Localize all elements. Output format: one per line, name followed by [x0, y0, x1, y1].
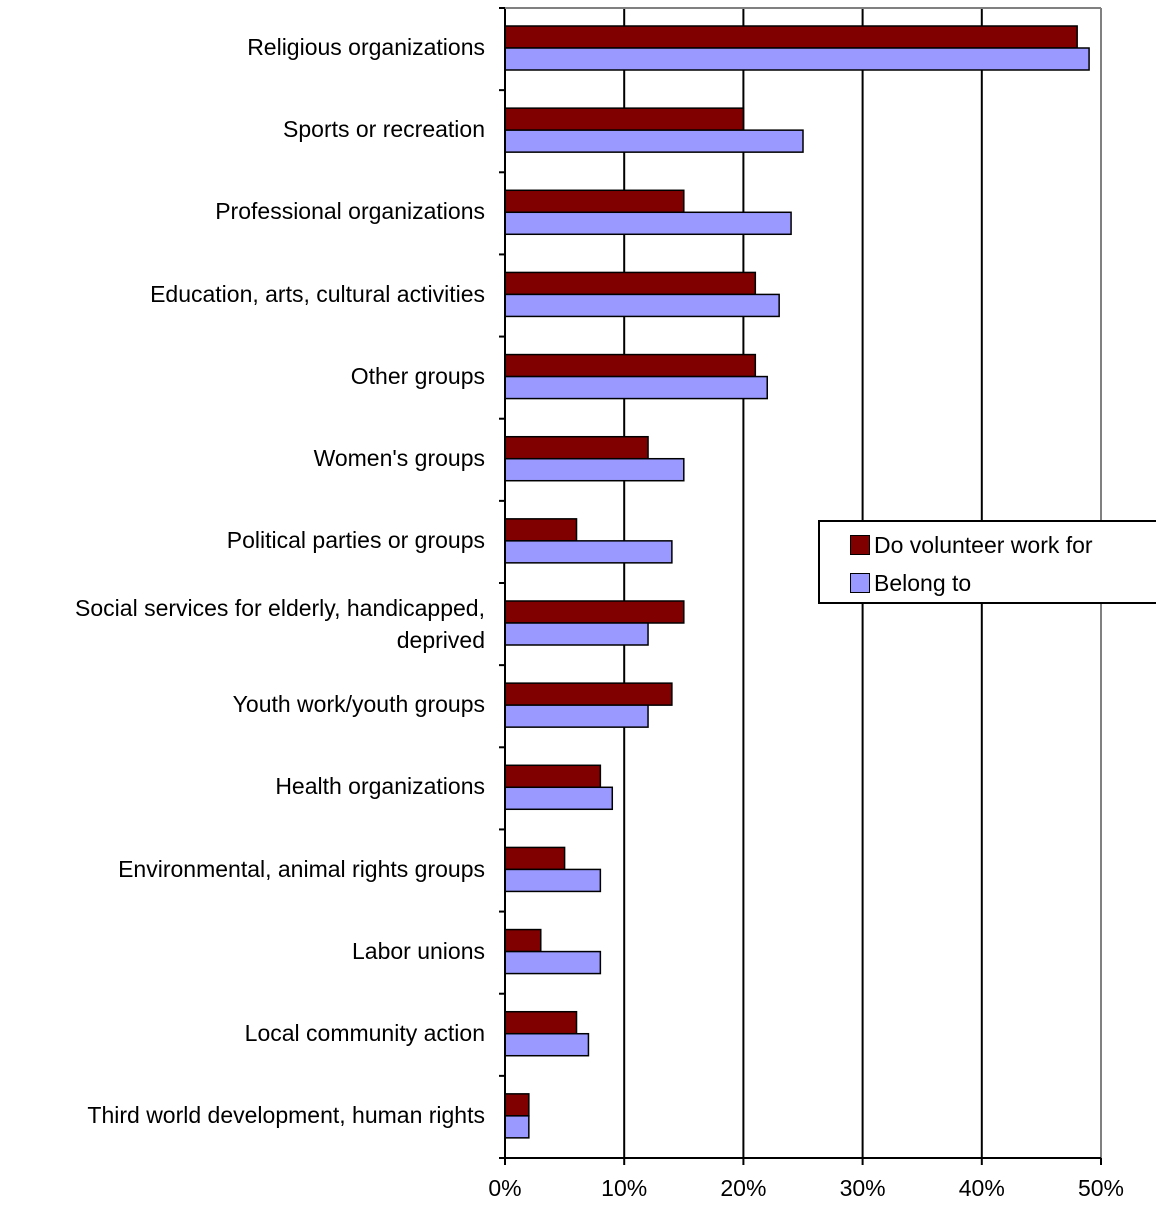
bar-volunteer — [504, 1010, 578, 1035]
x-tick-label: 0% — [488, 1175, 522, 1201]
category-label: Youth work/youth groups — [232, 691, 485, 718]
category-label: Other groups — [350, 362, 485, 389]
bar-belong — [504, 1115, 530, 1139]
category-label: Local community action — [244, 1019, 485, 1046]
category-label: Third world development, human rights — [87, 1101, 485, 1128]
bar-belong — [504, 211, 792, 236]
bar-belong — [504, 47, 1090, 71]
x-tick-label: 30% — [839, 1175, 886, 1201]
bar-volunteer — [504, 1093, 530, 1117]
legend-item-belong: Belong to — [850, 568, 971, 598]
bar-belong — [504, 622, 649, 646]
axes — [499, 7, 1102, 1165]
bar-volunteer — [504, 682, 673, 706]
bar-volunteer — [504, 928, 542, 953]
category-label: Education, arts, cultural activities — [150, 280, 485, 307]
x-tick-label: 50% — [1077, 1175, 1125, 1201]
bar-volunteer — [504, 353, 757, 378]
legend-swatch-belong — [850, 573, 870, 593]
legend: Do volunteer work for Belong to — [818, 520, 1156, 604]
bar-volunteer — [504, 600, 685, 624]
category-label: Sports or recreation — [283, 116, 485, 143]
bar-volunteer — [504, 435, 649, 460]
bar-volunteer — [504, 189, 685, 214]
bars — [504, 25, 1090, 1139]
category-label: Environmental, animal rights groups — [118, 855, 485, 882]
legend-item-volunteer: Do volunteer work for — [850, 530, 1093, 560]
legend-swatch-volunteer — [850, 535, 870, 555]
bar-belong — [504, 293, 780, 318]
bar-volunteer — [504, 271, 757, 296]
legend-label-belong: Belong to — [874, 569, 972, 596]
x-tick-label: 20% — [720, 1175, 767, 1201]
x-tick-label: 40% — [958, 1175, 1005, 1201]
bar-belong — [504, 540, 673, 564]
bar-volunteer — [504, 764, 602, 789]
bar-belong — [504, 868, 602, 893]
bar-belong — [504, 129, 804, 153]
bar-volunteer — [504, 846, 566, 871]
bar-belong — [504, 704, 649, 728]
x-tick-label: 10% — [601, 1175, 648, 1201]
category-label: Religious organizations — [247, 34, 485, 61]
bar-volunteer — [504, 25, 1078, 49]
category-label: Professional organizations — [215, 198, 485, 225]
bar-belong — [504, 950, 602, 975]
bar-belong — [504, 457, 685, 482]
category-label: Women's groups — [313, 444, 485, 471]
bar-volunteer — [504, 518, 578, 542]
category-label: Social services for elderly, handicapped… — [75, 595, 485, 654]
category-label: Political parties or groups — [226, 526, 485, 553]
bar-belong — [504, 375, 768, 400]
bar-belong — [504, 786, 614, 811]
bar-volunteer — [504, 107, 745, 131]
legend-label-volunteer: Do volunteer work for — [874, 531, 1093, 558]
category-label: Labor unions — [352, 937, 485, 964]
bar-belong — [504, 1032, 590, 1057]
category-label: Health organizations — [275, 773, 485, 800]
